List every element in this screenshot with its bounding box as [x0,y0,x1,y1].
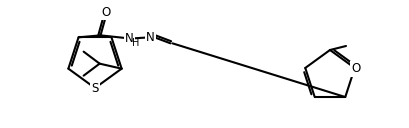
Text: S: S [91,83,99,95]
Text: O: O [101,6,110,19]
Text: N: N [125,32,134,45]
Text: O: O [350,62,360,76]
Text: N: N [146,31,155,44]
Text: H: H [132,38,139,48]
